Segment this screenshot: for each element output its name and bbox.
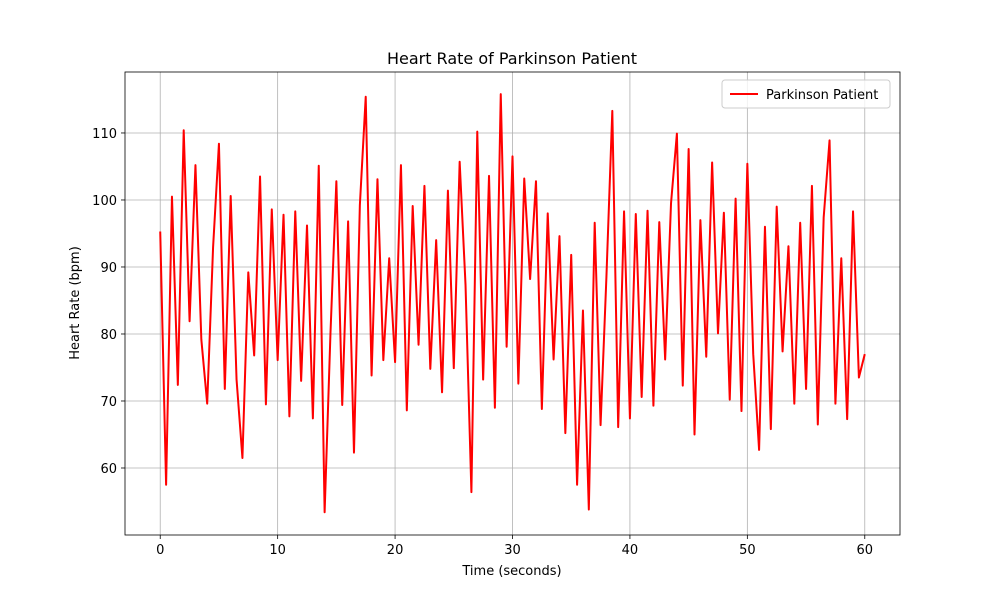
data-line [159,93,866,514]
x-tick-label: 60 [856,543,873,558]
y-tick-label: 100 [92,194,117,209]
legend-box [721,79,891,109]
grid [125,72,900,535]
y-tick-label: 80 [100,328,117,343]
x-tick-label: 0 [156,543,164,558]
x-tick-label: 20 [387,543,404,558]
chart-title: Heart Rate of Parkinson Patient [387,49,637,68]
x-axis-label: Time (seconds) [461,564,561,579]
plot-area [159,93,866,514]
x-tick-label: 40 [622,543,639,558]
legend-label: Parkinson Patient [766,88,878,103]
y-axis-label: Heart Rate (bpm) [68,246,83,360]
x-tick-label: 10 [269,543,286,558]
legend: Parkinson Patient [721,79,891,109]
x-tick-label: 30 [504,543,521,558]
y-tick-label: 70 [100,395,117,410]
y-tick-label: 90 [100,261,117,276]
y-tick-label: 110 [92,127,117,142]
x-tick-label: 50 [739,543,756,558]
y-tick-label: 60 [100,462,117,477]
